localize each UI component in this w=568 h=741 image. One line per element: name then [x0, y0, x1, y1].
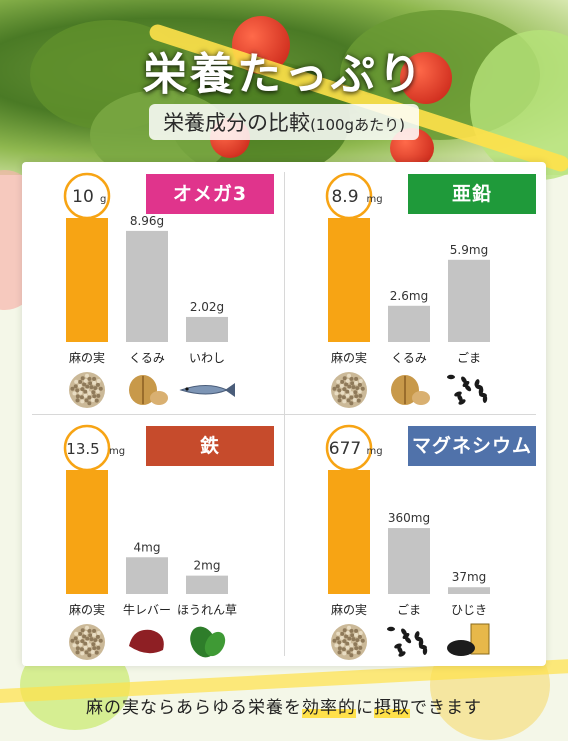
- category-label: 牛レバー: [123, 602, 171, 617]
- bar-highlight: [66, 470, 108, 594]
- bar-chart: 麻の実 4mg 牛レバー 2mg ほうれん草 13.5 mg: [63, 424, 237, 660]
- tomato-icon: [400, 52, 452, 104]
- bar-chart: 麻の実 360mg ごま 37mg ひじき 677 mg: [325, 424, 490, 660]
- page-title: 栄養たっぷり: [143, 49, 425, 100]
- value-badge: [325, 172, 373, 220]
- spinach-icon: [190, 626, 226, 658]
- hemp-seed-icon: [331, 372, 367, 408]
- category-label: ごま: [457, 350, 481, 365]
- category-label: ひじき: [451, 603, 487, 617]
- chart-omega3: オメガ3 麻の実 8.96g くるみ 2.02g いわし 10 g: [28, 166, 288, 414]
- value-unit: mg: [367, 446, 383, 457]
- chart-title-label: 亜鉛: [408, 174, 536, 214]
- footer-text-pre: 麻の実ならあらゆる栄養を: [86, 698, 302, 718]
- category-label: 麻の実: [331, 350, 367, 365]
- chart-title-label: オメガ3: [146, 174, 274, 214]
- bar-chart: 麻の実 8.96g くるみ 2.02g いわし 10 g: [63, 172, 235, 408]
- chart-magnesium: マグネシウム麻の実 360mg ごま 37mg ひじき 677 mg: [290, 418, 550, 666]
- bar: [126, 557, 168, 594]
- value-label: 360mg: [388, 511, 430, 525]
- value-label: 37mg: [452, 570, 487, 584]
- category-label: くるみ: [391, 351, 427, 365]
- footer-highlight-intake: 摂取: [374, 698, 410, 718]
- sesame-icon: [447, 374, 488, 405]
- value-label: 4mg: [134, 540, 161, 554]
- category-label: ほうれん草: [177, 603, 237, 617]
- divider-horizontal: [32, 414, 536, 415]
- subtitle-main: 栄養成分の比較: [163, 111, 311, 135]
- bar: [448, 259, 490, 342]
- bar-highlight: [328, 470, 370, 594]
- bar-highlight: [328, 218, 370, 342]
- chart-zinc: 亜鉛麻の実 2.6mg くるみ 5.9mg ごま 8.9 mg: [290, 166, 550, 414]
- footer-message: 麻の実ならあらゆる栄養を効率的に摂取できます: [0, 693, 568, 718]
- value-label: 5.9mg: [450, 243, 488, 257]
- value-label: 2.02g: [190, 300, 224, 314]
- category-label: 麻の実: [69, 350, 105, 365]
- category-label: 麻の実: [331, 602, 367, 617]
- value-label-highlight: 10: [72, 187, 94, 207]
- sesame-icon: [387, 626, 428, 657]
- value-badge: [63, 424, 111, 472]
- footer-text-mid: に: [356, 698, 374, 718]
- chart-title-label: マグネシウム: [408, 426, 536, 466]
- value-label-highlight: 677: [329, 439, 361, 459]
- beef-liver-icon: [129, 629, 164, 654]
- bar: [186, 316, 228, 342]
- bar: [388, 305, 430, 342]
- walnut-icon: [129, 375, 168, 405]
- value-unit: mg: [367, 194, 383, 205]
- value-badge: [63, 172, 111, 220]
- hemp-seed-icon: [69, 372, 105, 408]
- category-label: ごま: [397, 602, 421, 617]
- hemp-seed-icon: [331, 624, 367, 660]
- value-unit: mg: [109, 446, 125, 457]
- value-label-highlight: 13.5: [66, 440, 99, 458]
- value-badge: [325, 424, 373, 472]
- subtitle-note: (100gあたり): [310, 116, 405, 134]
- value-label: 2.6mg: [390, 289, 428, 303]
- walnut-icon: [391, 375, 430, 405]
- category-label: くるみ: [129, 351, 165, 365]
- bar: [126, 230, 168, 342]
- bar: [448, 587, 490, 594]
- hijiki-icon: [447, 623, 490, 656]
- chart-iron: 鉄麻の実 4mg 牛レバー 2mg ほうれん草 13.5 mg: [28, 418, 288, 666]
- category-label: いわし: [189, 351, 225, 365]
- value-label-highlight: 8.9: [331, 187, 358, 207]
- bar: [388, 528, 430, 594]
- bar-chart: 麻の実 2.6mg くるみ 5.9mg ごま 8.9 mg: [325, 172, 490, 408]
- value-unit: g: [100, 194, 106, 205]
- chart-title-label: 鉄: [146, 426, 274, 466]
- value-label: 8.96g: [130, 214, 164, 228]
- hemp-seed-icon: [69, 624, 105, 660]
- value-label: 2mg: [194, 559, 221, 573]
- footer-text-post: できます: [410, 698, 482, 718]
- footer-highlight-efficient: 効率的: [302, 698, 356, 718]
- page-subtitle: 栄養成分の比較(100gあたり): [149, 104, 419, 140]
- category-label: 麻の実: [69, 602, 105, 617]
- bar-highlight: [66, 218, 108, 342]
- sardine-icon: [179, 383, 235, 397]
- bar: [186, 575, 228, 594]
